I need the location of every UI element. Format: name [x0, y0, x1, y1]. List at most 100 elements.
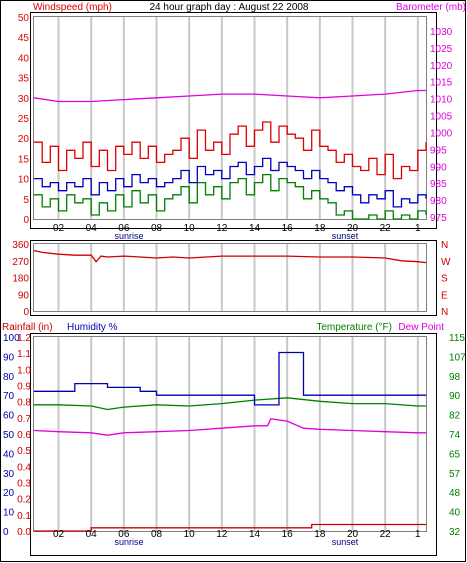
x-tick-label: 20 [347, 529, 359, 540]
rainfall-tick-label: 0.3 [17, 479, 31, 490]
x-tick-label: 06 [118, 223, 130, 234]
dewpoint-line [33, 418, 426, 436]
humidity-tick-label: 30 [3, 469, 15, 480]
temperature-tick-label: 48 [449, 488, 461, 499]
temperature-tick-label: 115 [449, 333, 465, 344]
x-tick-label: 10 [184, 529, 196, 540]
windspeed-tick-label: 35 [18, 74, 30, 85]
x-tick-label: 18 [314, 529, 326, 540]
temperature-line [34, 397, 426, 411]
barometer-tick-label: 990 [430, 162, 447, 173]
wind-avg-line [34, 157, 427, 208]
barometer-tick-label: 1015 [430, 78, 453, 89]
windspeed-tick-label: 45 [18, 33, 30, 44]
humidity-axis-label: Humidity % [67, 322, 118, 333]
compass-tick-label: S [441, 274, 448, 285]
x-ticks-top: 02 04 06 08 10 12 14 16 18 20 22 1 [53, 223, 421, 234]
rainfall-tick-label: 0.9 [17, 382, 31, 393]
rainfall-tick-label: 1.2 [17, 333, 31, 344]
temp-plot-area [33, 336, 427, 532]
windspeed-tick-label: 25 [18, 114, 30, 125]
barometer-line [33, 89, 426, 103]
compass-tick-label: N [441, 307, 448, 318]
x-tick-label: 18 [314, 223, 326, 234]
direction-tick-label: 360 [12, 240, 29, 251]
windspeed-tick-label: 5 [23, 195, 29, 206]
rainfall-tick-label: 0.0 [17, 527, 31, 538]
windspeed-tick-label: 40 [18, 53, 30, 64]
compass-tick-label: E [441, 290, 448, 301]
direction-tick-label: 180 [12, 274, 29, 285]
barometer-tick-label: 1025 [430, 44, 453, 55]
x-tick-label: 1 [415, 529, 421, 540]
x-tick-label: 12 [216, 223, 228, 234]
temperature-ticks: 115 107 98 90 82 74 65 57 48 40 32 [449, 333, 466, 538]
sunrise-label-bottom: sunrise [114, 537, 143, 547]
x-tick-label: 04 [86, 529, 98, 540]
x-tick-label: 14 [249, 529, 261, 540]
compass-tick-label: N [441, 240, 448, 251]
x-tick-label: 12 [216, 529, 228, 540]
humidity-tick-label: 100 [3, 333, 20, 344]
wind-direction-line [33, 249, 427, 264]
direction-plot-area [33, 243, 427, 312]
x-tick-label: 22 [380, 529, 392, 540]
chart-title: 24 hour graph day : August 22 2008 [149, 2, 308, 13]
temperature-tick-label: 65 [449, 449, 461, 460]
rainfall-axis-label: Rainfall (in) [2, 322, 53, 333]
windspeed-tick-label: 15 [18, 154, 30, 165]
rainfall-tick-label: 1.0 [17, 365, 31, 376]
rainfall-line [34, 523, 426, 532]
direction-tick-label: 0 [23, 307, 29, 318]
humidity-tick-label: 80 [3, 372, 15, 383]
wind-high-line [34, 121, 427, 180]
barometer-tick-label: 980 [430, 196, 447, 207]
x-tick-label: 16 [282, 223, 294, 234]
temperature-tick-label: 32 [449, 527, 461, 538]
barometer-axis-label: Barometer (mb) [396, 2, 466, 13]
direction-tick-label: 90 [18, 290, 30, 301]
windspeed-tick-label: 10 [18, 175, 30, 186]
x-tick-label: 10 [184, 223, 196, 234]
x-tick-label: 02 [53, 223, 65, 234]
sunset-label-bottom: sunset [332, 537, 359, 547]
rainfall-ticks: 1.2 1.1 1.0 0.9 0.8 0.7 0.6 0.5 0.4 0.3 0.2 0.1 0.0 [17, 333, 31, 538]
direction-grid [57, 244, 419, 311]
x-tick-label: 22 [380, 223, 392, 234]
x-tick-label: 14 [249, 223, 261, 234]
sunrise-label-top: sunrise [114, 231, 143, 241]
rainfall-tick-label: 1.1 [17, 349, 31, 360]
x-tick-label: 06 [118, 529, 130, 540]
temp-grid [57, 337, 419, 531]
barometer-tick-label: 1010 [430, 95, 453, 106]
rainfall-tick-label: 0.1 [17, 511, 31, 522]
barometer-ticks: 1030 1025 1020 1015 1010 1005 1000 995 990 985 980… [430, 27, 453, 224]
temperature-tick-label: 98 [449, 372, 461, 383]
temperature-tick-label: 107 [449, 352, 466, 363]
direction-tick-label: 270 [12, 257, 29, 268]
humidity-line [34, 351, 426, 406]
humidity-tick-label: 60 [3, 411, 15, 422]
windspeed-tick-label: 20 [18, 134, 30, 145]
temperature-tick-label: 82 [449, 411, 461, 422]
barometer-tick-label: 975 [430, 213, 447, 224]
x-tick-label: 08 [151, 223, 163, 234]
rainfall-tick-label: 0.4 [17, 462, 31, 473]
barometer-tick-label: 1020 [430, 61, 453, 72]
direction-degree-ticks: 360 270 180 90 0 [12, 240, 29, 318]
sunset-label-top: sunset [332, 231, 359, 241]
x-tick-label: 04 [86, 223, 98, 234]
temperature-tick-label: 57 [449, 469, 461, 480]
wind-low-line [34, 173, 427, 220]
wind-series [33, 89, 427, 220]
humidity-tick-label: 40 [3, 449, 15, 460]
barometer-tick-label: 995 [430, 145, 447, 156]
compass-tick-label: W [441, 257, 451, 268]
x-tick-label: 16 [282, 529, 294, 540]
barometer-tick-label: 1000 [430, 128, 453, 139]
temperature-axis-label: Temperature (°F) [316, 322, 392, 333]
x-ticks-bottom: 02 04 06 08 10 12 14 16 18 20 22 1 [53, 529, 421, 540]
